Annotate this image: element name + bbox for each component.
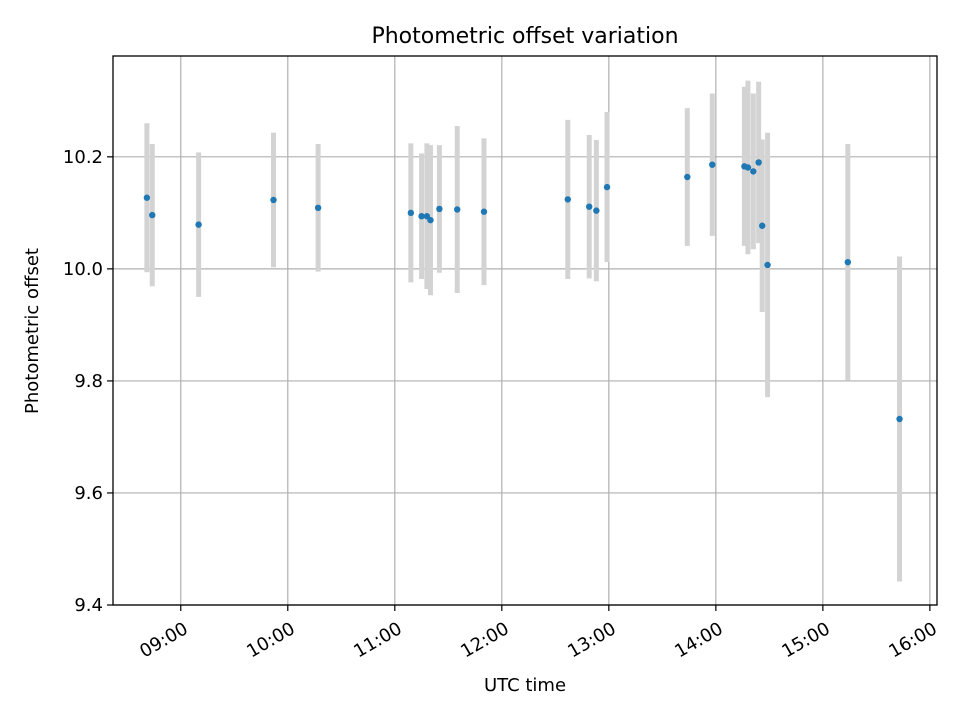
data-point [480, 208, 488, 215]
data-point [418, 213, 425, 220]
data-point [764, 261, 771, 269]
data-point [755, 159, 762, 166]
data-point [427, 216, 434, 224]
data-point [564, 196, 572, 203]
data-point [896, 415, 903, 423]
data-point [586, 203, 593, 210]
data-point [436, 205, 443, 213]
y-tick-label: 9.8 [74, 371, 103, 392]
data-point [603, 183, 611, 191]
y-tick-label: 9.4 [74, 595, 103, 616]
data-point [195, 221, 202, 228]
data-point [270, 196, 277, 204]
data-point [744, 164, 752, 171]
data-point [454, 206, 461, 213]
data-point [143, 194, 151, 201]
data-point [759, 222, 766, 229]
y-tick-label: 9.6 [74, 483, 103, 504]
plot-frame [112, 55, 938, 606]
data-point [407, 209, 415, 217]
y-tick-label: 10.2 [63, 147, 103, 168]
data-point [149, 211, 156, 219]
data-point [709, 161, 716, 168]
x-axis-label: UTC time [484, 675, 566, 696]
data-point [844, 258, 852, 266]
data-point [314, 204, 322, 212]
plot-background [113, 56, 937, 605]
data-point [750, 168, 757, 175]
data-point [684, 173, 691, 181]
data-point [593, 207, 600, 214]
data-points [143, 159, 903, 423]
y-axis-ticks: 9.4 9.6 9.8 10.0 10.2 [63, 147, 113, 616]
y-tick-label: 10.0 [63, 259, 103, 280]
y-axis-label: Photometric offset [22, 248, 43, 414]
chart-title: Photometric offset variation [371, 24, 678, 49]
